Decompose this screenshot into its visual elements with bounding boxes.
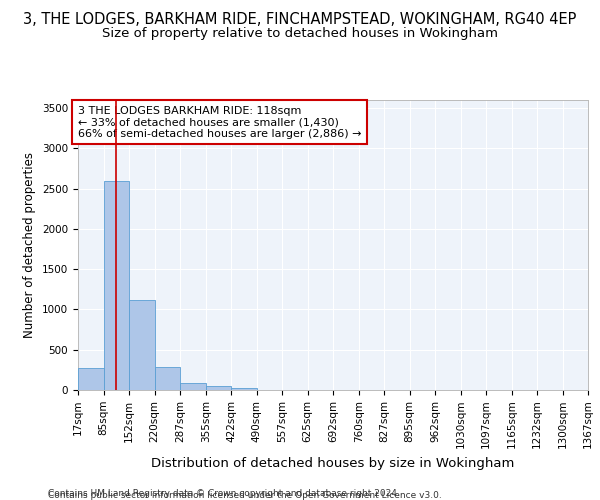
Y-axis label: Number of detached properties: Number of detached properties <box>23 152 37 338</box>
Bar <box>129 300 155 390</box>
Bar <box>78 368 104 390</box>
Text: Contains HM Land Registry data © Crown copyright and database right 2024.: Contains HM Land Registry data © Crown c… <box>48 488 400 498</box>
Text: Contains public sector information licensed under the Open Government Licence v3: Contains public sector information licen… <box>48 491 442 500</box>
Bar <box>180 383 206 390</box>
Text: Size of property relative to detached houses in Wokingham: Size of property relative to detached ho… <box>102 28 498 40</box>
X-axis label: Distribution of detached houses by size in Wokingham: Distribution of detached houses by size … <box>151 457 515 470</box>
Bar <box>104 180 129 390</box>
Bar <box>231 388 257 390</box>
Text: 3, THE LODGES, BARKHAM RIDE, FINCHAMPSTEAD, WOKINGHAM, RG40 4EP: 3, THE LODGES, BARKHAM RIDE, FINCHAMPSTE… <box>23 12 577 28</box>
Bar <box>206 386 231 390</box>
Text: 3 THE LODGES BARKHAM RIDE: 118sqm
← 33% of detached houses are smaller (1,430)
6: 3 THE LODGES BARKHAM RIDE: 118sqm ← 33% … <box>78 106 361 139</box>
Bar <box>155 367 180 390</box>
